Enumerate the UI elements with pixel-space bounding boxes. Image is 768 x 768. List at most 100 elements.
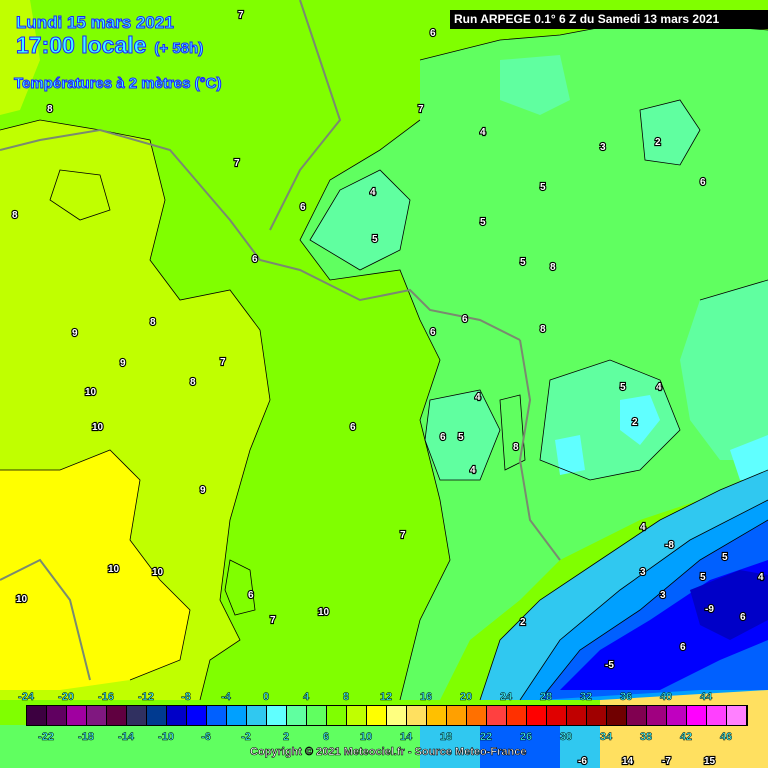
zone-2-4 xyxy=(640,100,700,165)
legend-label-top: 12 xyxy=(379,691,393,704)
legend-swatch xyxy=(707,706,727,725)
legend-swatch xyxy=(67,706,87,725)
isotherm-label: -6 xyxy=(578,756,587,767)
isotherm-label: 6 xyxy=(740,612,746,623)
isotherm-label: 6 xyxy=(252,254,258,265)
legend-swatch xyxy=(227,706,247,725)
legend-label-bottom: 22 xyxy=(479,731,493,744)
legend-swatch xyxy=(167,706,187,725)
legend-swatch xyxy=(607,706,627,725)
isotherm-label: -7 xyxy=(662,756,671,767)
legend-label-bottom: -2 xyxy=(241,731,251,744)
legend-swatch xyxy=(587,706,607,725)
legend-label-top: -8 xyxy=(181,691,191,704)
legend-label-top: 36 xyxy=(619,691,633,704)
isotherm-label: 2 xyxy=(632,417,638,428)
country-borders xyxy=(0,0,561,681)
isotherm-label: 4 xyxy=(758,572,764,583)
legend-swatch xyxy=(147,706,167,725)
isotherm-label: 6 xyxy=(462,314,468,325)
isotherm-label: 2 xyxy=(655,137,661,148)
legend-swatch xyxy=(567,706,587,725)
isotherm-label: 4 xyxy=(640,522,646,533)
legend-swatch xyxy=(107,706,127,725)
legend-label-bottom: 42 xyxy=(679,731,693,744)
legend-label-bottom: 38 xyxy=(639,731,653,744)
legend-label-top: 0 xyxy=(262,691,270,704)
isotherm-label: 8 xyxy=(47,104,53,115)
legend-swatch xyxy=(687,706,707,725)
legend-label-top: 4 xyxy=(302,691,310,704)
isotherm-label: 4 xyxy=(480,127,486,138)
run-info: Run ARPEGE 0.1° 6 Z du Samedi 13 mars 20… xyxy=(450,10,768,29)
isotherm-label: 5 xyxy=(480,217,486,228)
isotherm-label: 3 xyxy=(600,142,606,153)
legend-label-top: 28 xyxy=(539,691,553,704)
legend-swatch xyxy=(507,706,527,725)
legend-label-bottom: 2 xyxy=(282,731,290,744)
isotherm-label: 10 xyxy=(85,387,97,398)
copyright: Copyright © 2021 Meteociel.fr - Source M… xyxy=(250,746,527,759)
forecast-hour: 17:00 locale xyxy=(15,32,147,59)
isotherm-label: 5 xyxy=(700,572,706,583)
isotherm-label: 9 xyxy=(200,485,206,496)
legend-label-top: -4 xyxy=(221,691,231,704)
legend-label-bottom: -22 xyxy=(38,731,54,744)
legend-swatch xyxy=(327,706,347,725)
legend-swatch xyxy=(367,706,387,725)
isotherm-label: 7 xyxy=(270,615,276,626)
legend-label-top: 8 xyxy=(342,691,350,704)
legend-label-bottom: 18 xyxy=(439,731,453,744)
zone-0-2 xyxy=(620,395,660,445)
isotherm-label: 8 xyxy=(12,210,18,221)
isotherm-label: 5 xyxy=(620,382,626,393)
isotherm-label: 6 xyxy=(700,177,706,188)
legend-swatch xyxy=(407,706,427,725)
isotherm-label: -9 xyxy=(705,604,714,615)
legend-label-bottom: -14 xyxy=(118,731,134,744)
isotherm-label: 10 xyxy=(318,607,330,618)
isotherm-label: 5 xyxy=(722,552,728,563)
isotherm-label: 8 xyxy=(540,324,546,335)
isotherm-label: 4 xyxy=(656,382,662,393)
isotherm-label: 10 xyxy=(152,567,164,578)
legend-label-bottom: 26 xyxy=(519,731,533,744)
legend-label-top: 24 xyxy=(499,691,513,704)
legend-label-bottom: 34 xyxy=(599,731,613,744)
zone-10-12 xyxy=(0,450,190,690)
isotherm-label: 10 xyxy=(108,564,120,575)
legend-swatch xyxy=(207,706,227,725)
legend-label-top: -20 xyxy=(58,691,74,704)
legend-swatch xyxy=(387,706,407,725)
zone-alps-cold xyxy=(690,570,768,640)
isotherm-label: 5 xyxy=(520,257,526,268)
legend-label-bottom: -6 xyxy=(201,731,211,744)
legend-label-bottom: 14 xyxy=(399,731,413,744)
legend-label-top: -24 xyxy=(18,691,34,704)
isotherm-label: 4 xyxy=(370,187,376,198)
isotherm-label: 10 xyxy=(92,422,104,433)
legend-label-top: -12 xyxy=(138,691,154,704)
isotherm-label: 4 xyxy=(475,392,481,403)
legend-swatch xyxy=(627,706,647,725)
isotherm-label: 7 xyxy=(238,10,244,21)
isotherm-label: 15 xyxy=(704,756,716,767)
legend-label-bottom: 6 xyxy=(322,731,330,744)
legend-label-bottom: 10 xyxy=(359,731,373,744)
legend-swatch xyxy=(467,706,487,725)
legend-swatch xyxy=(267,706,287,725)
zone-2-4 xyxy=(680,280,768,460)
isotherm-label: 5 xyxy=(372,234,378,245)
zone-2-4 xyxy=(425,390,500,480)
zone-south xyxy=(480,725,560,768)
isotherm-label: 8 xyxy=(190,377,196,388)
legend-label-top: 44 xyxy=(699,691,713,704)
isotherm-label: 6 xyxy=(680,642,686,653)
isotherm-label: 8 xyxy=(150,317,156,328)
isotherm-label: 5 xyxy=(458,432,464,443)
isotherm-label: 10 xyxy=(16,594,28,605)
color-scale-legend xyxy=(26,705,748,726)
